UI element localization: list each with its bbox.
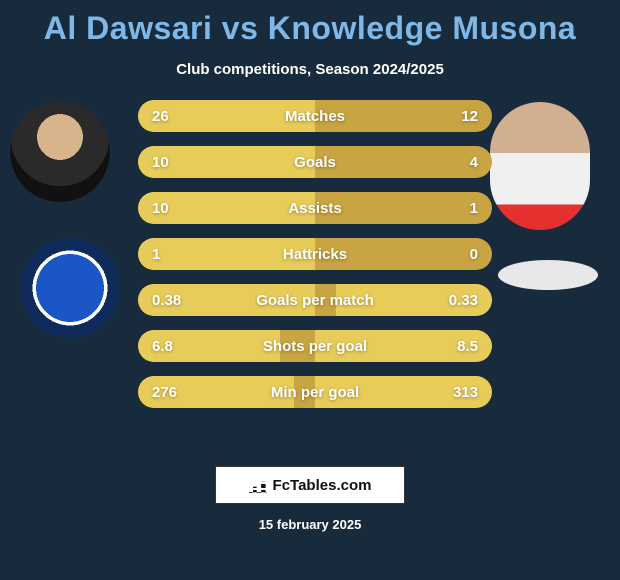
stat-row: 104Goals <box>138 146 492 178</box>
page-subtitle: Club competitions, Season 2024/2025 <box>0 61 620 78</box>
stat-label: Min per goal <box>138 376 492 408</box>
stat-row: 101Assists <box>138 192 492 224</box>
stat-label: Matches <box>138 100 492 132</box>
player2-club-logo <box>498 260 598 290</box>
stat-row: 10Hattricks <box>138 238 492 270</box>
comparison-panel: 2612Matches 104Goals 101Assists 10Hattricks… <box>0 78 620 508</box>
stat-row: 2612Matches <box>138 100 492 132</box>
stat-label: Goals <box>138 146 492 178</box>
player1-avatar <box>10 102 110 202</box>
player2-avatar <box>490 102 590 230</box>
stats-list: 2612Matches 104Goals 101Assists 10Hattricks… <box>138 100 492 422</box>
player1-club-logo <box>20 238 120 338</box>
footer-date: 15 february 2025 <box>259 517 362 532</box>
chart-icon <box>249 477 267 493</box>
stat-label: Assists <box>138 192 492 224</box>
stat-row: 6.88.5Shots per goal <box>138 330 492 362</box>
stat-label: Shots per goal <box>138 330 492 362</box>
site-badge: FcTables.com <box>215 466 405 504</box>
stat-row: 276313Min per goal <box>138 376 492 408</box>
stat-row: 0.380.33Goals per match <box>138 284 492 316</box>
stat-label: Hattricks <box>138 238 492 270</box>
site-name: FcTables.com <box>273 477 372 494</box>
stat-label: Goals per match <box>138 284 492 316</box>
page-title: Al Dawsari vs Knowledge Musona <box>0 0 620 47</box>
